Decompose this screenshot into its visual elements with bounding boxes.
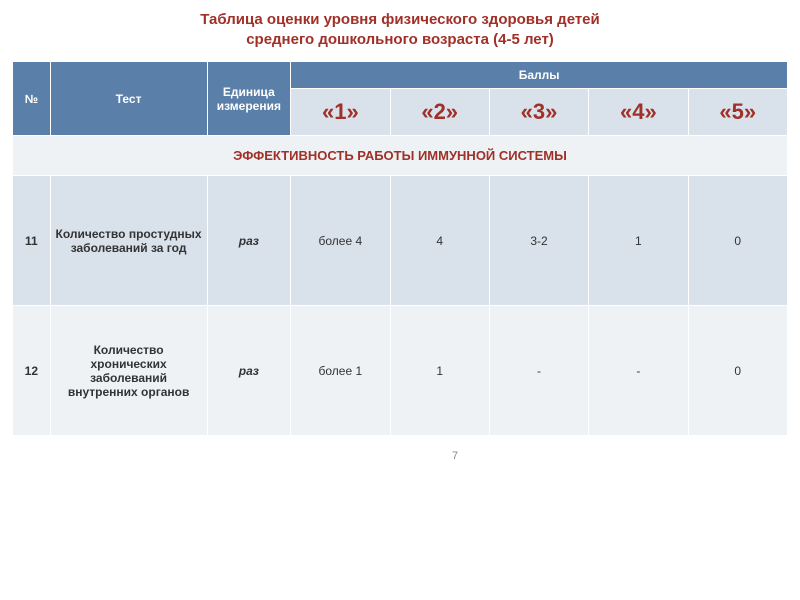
score-header-4: «4»: [589, 89, 688, 136]
col-header-num: №: [13, 62, 51, 136]
row-score: 1: [390, 306, 489, 436]
row-score: -: [589, 306, 688, 436]
row-score: 0: [688, 306, 787, 436]
col-header-test: Тест: [50, 62, 207, 136]
section-header-cell: ЭФФЕКТИВНОСТЬ РАБОТЫ ИММУННОЙ СИСТЕМЫ: [13, 136, 788, 176]
row-score: 4: [390, 176, 489, 306]
row-score: более 1: [291, 306, 390, 436]
row-score: 1: [589, 176, 688, 306]
row-unit: раз: [207, 176, 291, 306]
row-num: 11: [13, 176, 51, 306]
section-row: ЭФФЕКТИВНОСТЬ РАБОТЫ ИММУННОЙ СИСТЕМЫ: [13, 136, 788, 176]
score-header-5: «5»: [688, 89, 787, 136]
row-unit: раз: [207, 306, 291, 436]
row-score: 3-2: [489, 176, 588, 306]
page-number: 7: [122, 450, 788, 462]
title-line-1: Таблица оценки уровня физического здоров…: [200, 11, 600, 28]
row-score: 0: [688, 176, 787, 306]
col-header-unit: Единица измерения: [207, 62, 291, 136]
row-score: более 4: [291, 176, 390, 306]
score-header-1: «1»: [291, 89, 390, 136]
table-row: 11 Количество простудных заболеваний за …: [13, 176, 788, 306]
title-line-2: среднего дошкольного возраста (4-5 лет): [246, 31, 554, 48]
score-header-3: «3»: [489, 89, 588, 136]
assessment-table: № Тест Единица измерения Баллы «1» «2» «…: [12, 61, 788, 436]
header-row-1: № Тест Единица измерения Баллы: [13, 62, 788, 89]
row-num: 12: [13, 306, 51, 436]
score-header-2: «2»: [390, 89, 489, 136]
table-title: Таблица оценки уровня физического здоров…: [12, 10, 788, 49]
table-row: 12 Количество хронических заболеваний вн…: [13, 306, 788, 436]
row-score: -: [489, 306, 588, 436]
col-header-scores: Баллы: [291, 62, 788, 89]
row-test: Количество хронических заболеваний внутр…: [50, 306, 207, 436]
row-test: Количество простудных заболеваний за год: [50, 176, 207, 306]
